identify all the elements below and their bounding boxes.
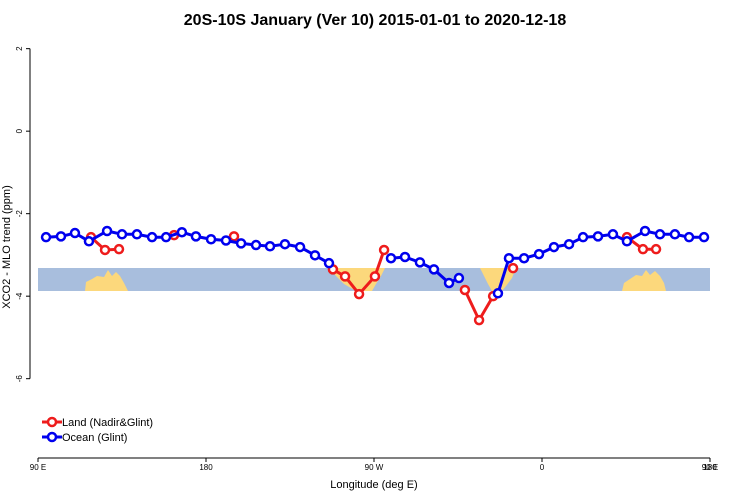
data-point <box>669 229 681 240</box>
data-point <box>190 231 202 242</box>
data-point <box>428 264 440 275</box>
y-axis-label: XCO2 - MLO trend (ppm) <box>1 185 13 308</box>
data-point <box>113 243 125 255</box>
data-point <box>607 229 619 240</box>
data-point <box>250 239 262 251</box>
x-axis-label: Longitude (deg E) <box>330 479 417 491</box>
data-point <box>518 252 530 264</box>
data-point <box>459 284 471 296</box>
y-tick-label: -2 <box>15 210 24 218</box>
data-point <box>385 252 397 264</box>
data-point <box>309 250 321 261</box>
data-point <box>55 231 67 242</box>
data-point <box>592 231 604 242</box>
x-tick-label: 90 W <box>365 463 384 472</box>
data-point <box>176 226 188 238</box>
data-point <box>205 233 217 245</box>
y-tick-label: 0 <box>15 128 24 133</box>
data-point <box>637 243 649 255</box>
data-point <box>264 241 276 252</box>
data-point <box>399 251 411 263</box>
chart-title: 20S-10S January (Ver 10) 2015-01-01 to 2… <box>184 12 567 29</box>
data-point <box>650 243 662 255</box>
data-point <box>146 231 158 243</box>
data-point <box>639 225 651 237</box>
data-point <box>323 257 335 269</box>
y-tick-label: -4 <box>15 292 24 300</box>
data-point <box>228 231 240 242</box>
x-tick-label: 0 <box>540 463 545 472</box>
data-point <box>69 227 81 239</box>
data-point <box>378 244 390 256</box>
data-point <box>414 257 426 268</box>
data-point <box>533 248 545 260</box>
data-point <box>131 229 143 240</box>
data-point <box>353 288 365 300</box>
data-point <box>621 236 633 247</box>
legend-marker <box>46 431 58 443</box>
y-tick-label: -6 <box>15 375 24 383</box>
data-point <box>503 252 515 264</box>
data-point <box>339 271 351 282</box>
data-point <box>294 241 306 253</box>
data-point <box>279 238 291 250</box>
data-point <box>453 272 465 284</box>
data-point <box>116 229 128 240</box>
data-point <box>443 277 455 289</box>
data-point <box>683 231 695 243</box>
data-point <box>654 229 666 240</box>
data-point <box>220 235 232 246</box>
data-point <box>548 241 560 253</box>
data-point <box>492 288 504 299</box>
x-tick-label: 180 <box>199 463 213 472</box>
y-tick-label: 2 <box>15 46 24 51</box>
legend-marker <box>46 416 58 428</box>
data-point <box>577 231 589 243</box>
data-point <box>235 238 247 249</box>
data-point <box>101 225 113 237</box>
data-point <box>40 231 52 243</box>
x-tick-label: 180 <box>703 463 717 472</box>
legend-label: Ocean (Glint) <box>62 432 127 444</box>
data-point <box>99 244 111 256</box>
data-point <box>563 238 575 250</box>
data-point <box>473 314 485 326</box>
legend-label: Land (Nadir&Glint) <box>62 417 153 429</box>
x-tick-label: 90 E <box>702 463 718 472</box>
data-point <box>160 231 172 243</box>
data-point <box>698 231 710 243</box>
data-point <box>83 236 95 247</box>
data-point <box>369 271 381 282</box>
x-tick-label: 90 E <box>30 463 46 472</box>
data-point <box>507 262 519 274</box>
